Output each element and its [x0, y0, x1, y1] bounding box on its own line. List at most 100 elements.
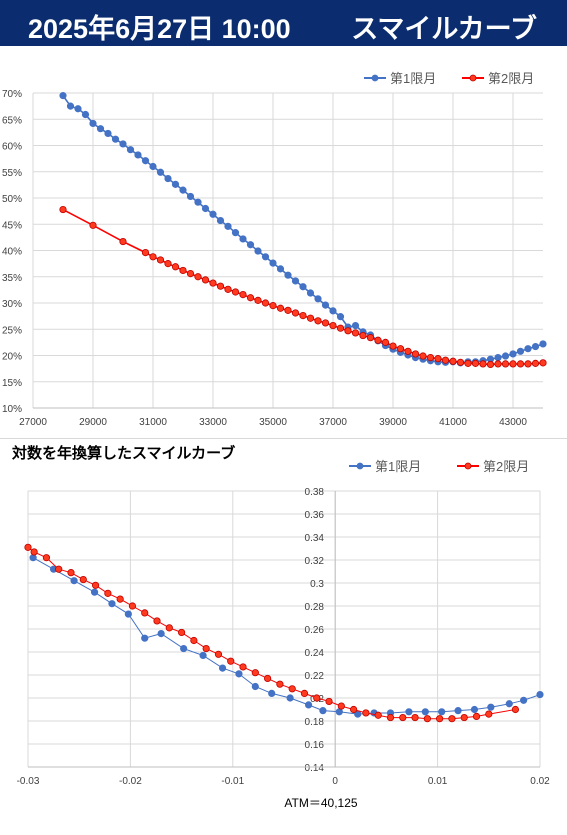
x-tick-label: -0.01 — [221, 776, 244, 787]
data-point-series-2 — [104, 589, 112, 597]
data-point-series-1 — [531, 342, 540, 351]
data-point-series-2 — [374, 711, 382, 719]
legend-entry: 第1限月 — [390, 71, 436, 86]
atm-annotation: ATM＝40,125 — [284, 796, 357, 810]
data-point-series-2 — [344, 327, 352, 335]
data-point-series-2 — [350, 705, 358, 714]
data-point-series-1 — [351, 321, 360, 330]
data-point-series-1 — [254, 247, 262, 255]
data-point-series-1 — [501, 352, 510, 360]
y-tick-label: 65% — [2, 115, 22, 126]
y-tick-label: 0.18 — [305, 717, 325, 728]
data-point-series-2 — [119, 237, 127, 246]
x-tick-label: 0.01 — [428, 776, 448, 787]
data-point-series-2 — [325, 697, 333, 706]
data-point-series-2 — [511, 705, 520, 714]
data-point-series-1 — [536, 690, 544, 699]
data-point-series-2 — [156, 256, 165, 264]
y-tick-label: 0.28 — [305, 602, 325, 613]
x-tick-label: 33000 — [199, 417, 227, 428]
data-point-series-1 — [235, 670, 243, 678]
data-point-series-2 — [471, 359, 480, 367]
legend-entry: 第2限月 — [483, 459, 529, 474]
data-point-series-2 — [494, 360, 502, 368]
x-tick-label: 43000 — [499, 417, 527, 428]
data-point-series-2 — [264, 674, 272, 683]
y-tick-label: 10% — [2, 404, 22, 415]
data-point-series-2 — [30, 548, 38, 556]
data-point-series-1 — [231, 229, 240, 237]
data-point-series-2 — [411, 713, 419, 722]
x-tick-label: 31000 — [139, 417, 167, 428]
data-point-series-1 — [268, 689, 276, 697]
data-point-series-2 — [485, 710, 493, 718]
y-tick-label: 0.26 — [305, 625, 325, 636]
data-point-series-1 — [108, 600, 116, 608]
data-point-series-2 — [300, 689, 309, 697]
chart-panel-1: 10% 15% 20% 25% 30% 35% 40% 45% 50% 55% 60% 65% 70% 2… — [0, 46, 567, 439]
data-point-series-1 — [141, 634, 149, 642]
data-point-series-2 — [411, 350, 420, 358]
x-tick-label: 39000 — [379, 417, 407, 428]
y-tick-label: 20% — [2, 352, 22, 363]
x-tick-label: 37000 — [319, 417, 347, 428]
data-point-series-1 — [276, 265, 285, 273]
data-point-series-2 — [216, 282, 225, 290]
data-point-series-1 — [291, 277, 300, 285]
data-point-series-2 — [209, 279, 217, 287]
data-point-series-2 — [436, 715, 444, 723]
data-point-series-1 — [171, 180, 180, 188]
data-point-series-1 — [239, 235, 247, 243]
data-point-series-1 — [319, 707, 327, 715]
y-tick-label: 50% — [2, 194, 22, 205]
data-point-series-1 — [149, 162, 157, 171]
data-point-series-1 — [246, 241, 255, 249]
title-banner: 2025年6月27日 10:00 スマイルカーブ — [0, 0, 567, 46]
data-point-series-2 — [313, 694, 321, 702]
y-tick-label: 45% — [2, 220, 22, 231]
data-point-series-2 — [67, 569, 75, 577]
data-point-series-2 — [359, 331, 367, 340]
data-point-series-2 — [456, 358, 465, 366]
data-point-series-2 — [269, 302, 277, 310]
data-point-series-2 — [214, 650, 223, 658]
data-point-series-2 — [202, 644, 210, 653]
data-point-series-2 — [321, 319, 330, 327]
data-point-series-1 — [89, 119, 97, 128]
data-point-series-2 — [239, 291, 247, 299]
data-point-series-1 — [329, 307, 337, 315]
data-point-series-2 — [284, 306, 292, 314]
y-tick-label: 40% — [2, 247, 22, 258]
x-tick-label: 29000 — [79, 417, 107, 428]
y-tick-label: 0.32 — [305, 556, 325, 567]
y-tick-label: 0.3 — [310, 579, 324, 590]
data-point-series-1 — [199, 651, 207, 660]
data-point-series-2 — [329, 321, 337, 330]
data-point-series-1 — [454, 707, 462, 715]
data-point-series-1 — [539, 340, 547, 348]
data-point-series-1 — [81, 110, 90, 119]
data-point-series-2 — [254, 296, 262, 304]
data-point-series-1 — [164, 174, 172, 183]
data-point-series-1 — [524, 345, 532, 353]
data-point-series-1 — [405, 708, 413, 716]
data-point-series-2 — [501, 360, 510, 368]
data-point-series-2 — [426, 353, 435, 362]
data-point-series-1 — [59, 92, 67, 100]
y-tick-label: 0.16 — [305, 740, 325, 751]
data-point-series-2 — [24, 543, 32, 551]
data-point-series-2 — [178, 628, 186, 637]
data-point-series-1 — [90, 588, 99, 596]
data-point-series-2 — [448, 715, 456, 723]
y-tick-label: 15% — [2, 378, 22, 389]
data-point-series-1 — [494, 353, 502, 362]
data-point-series-1 — [104, 129, 112, 138]
data-point-series-2 — [531, 359, 540, 367]
data-point-series-1 — [438, 708, 446, 716]
data-point-series-1 — [321, 301, 330, 309]
x-tick-label: -0.02 — [119, 776, 142, 787]
data-point-series-2 — [201, 276, 210, 284]
data-point-series-2 — [164, 260, 172, 268]
legend-entry: 第1限月 — [375, 459, 421, 474]
data-point-series-1 — [156, 168, 165, 176]
